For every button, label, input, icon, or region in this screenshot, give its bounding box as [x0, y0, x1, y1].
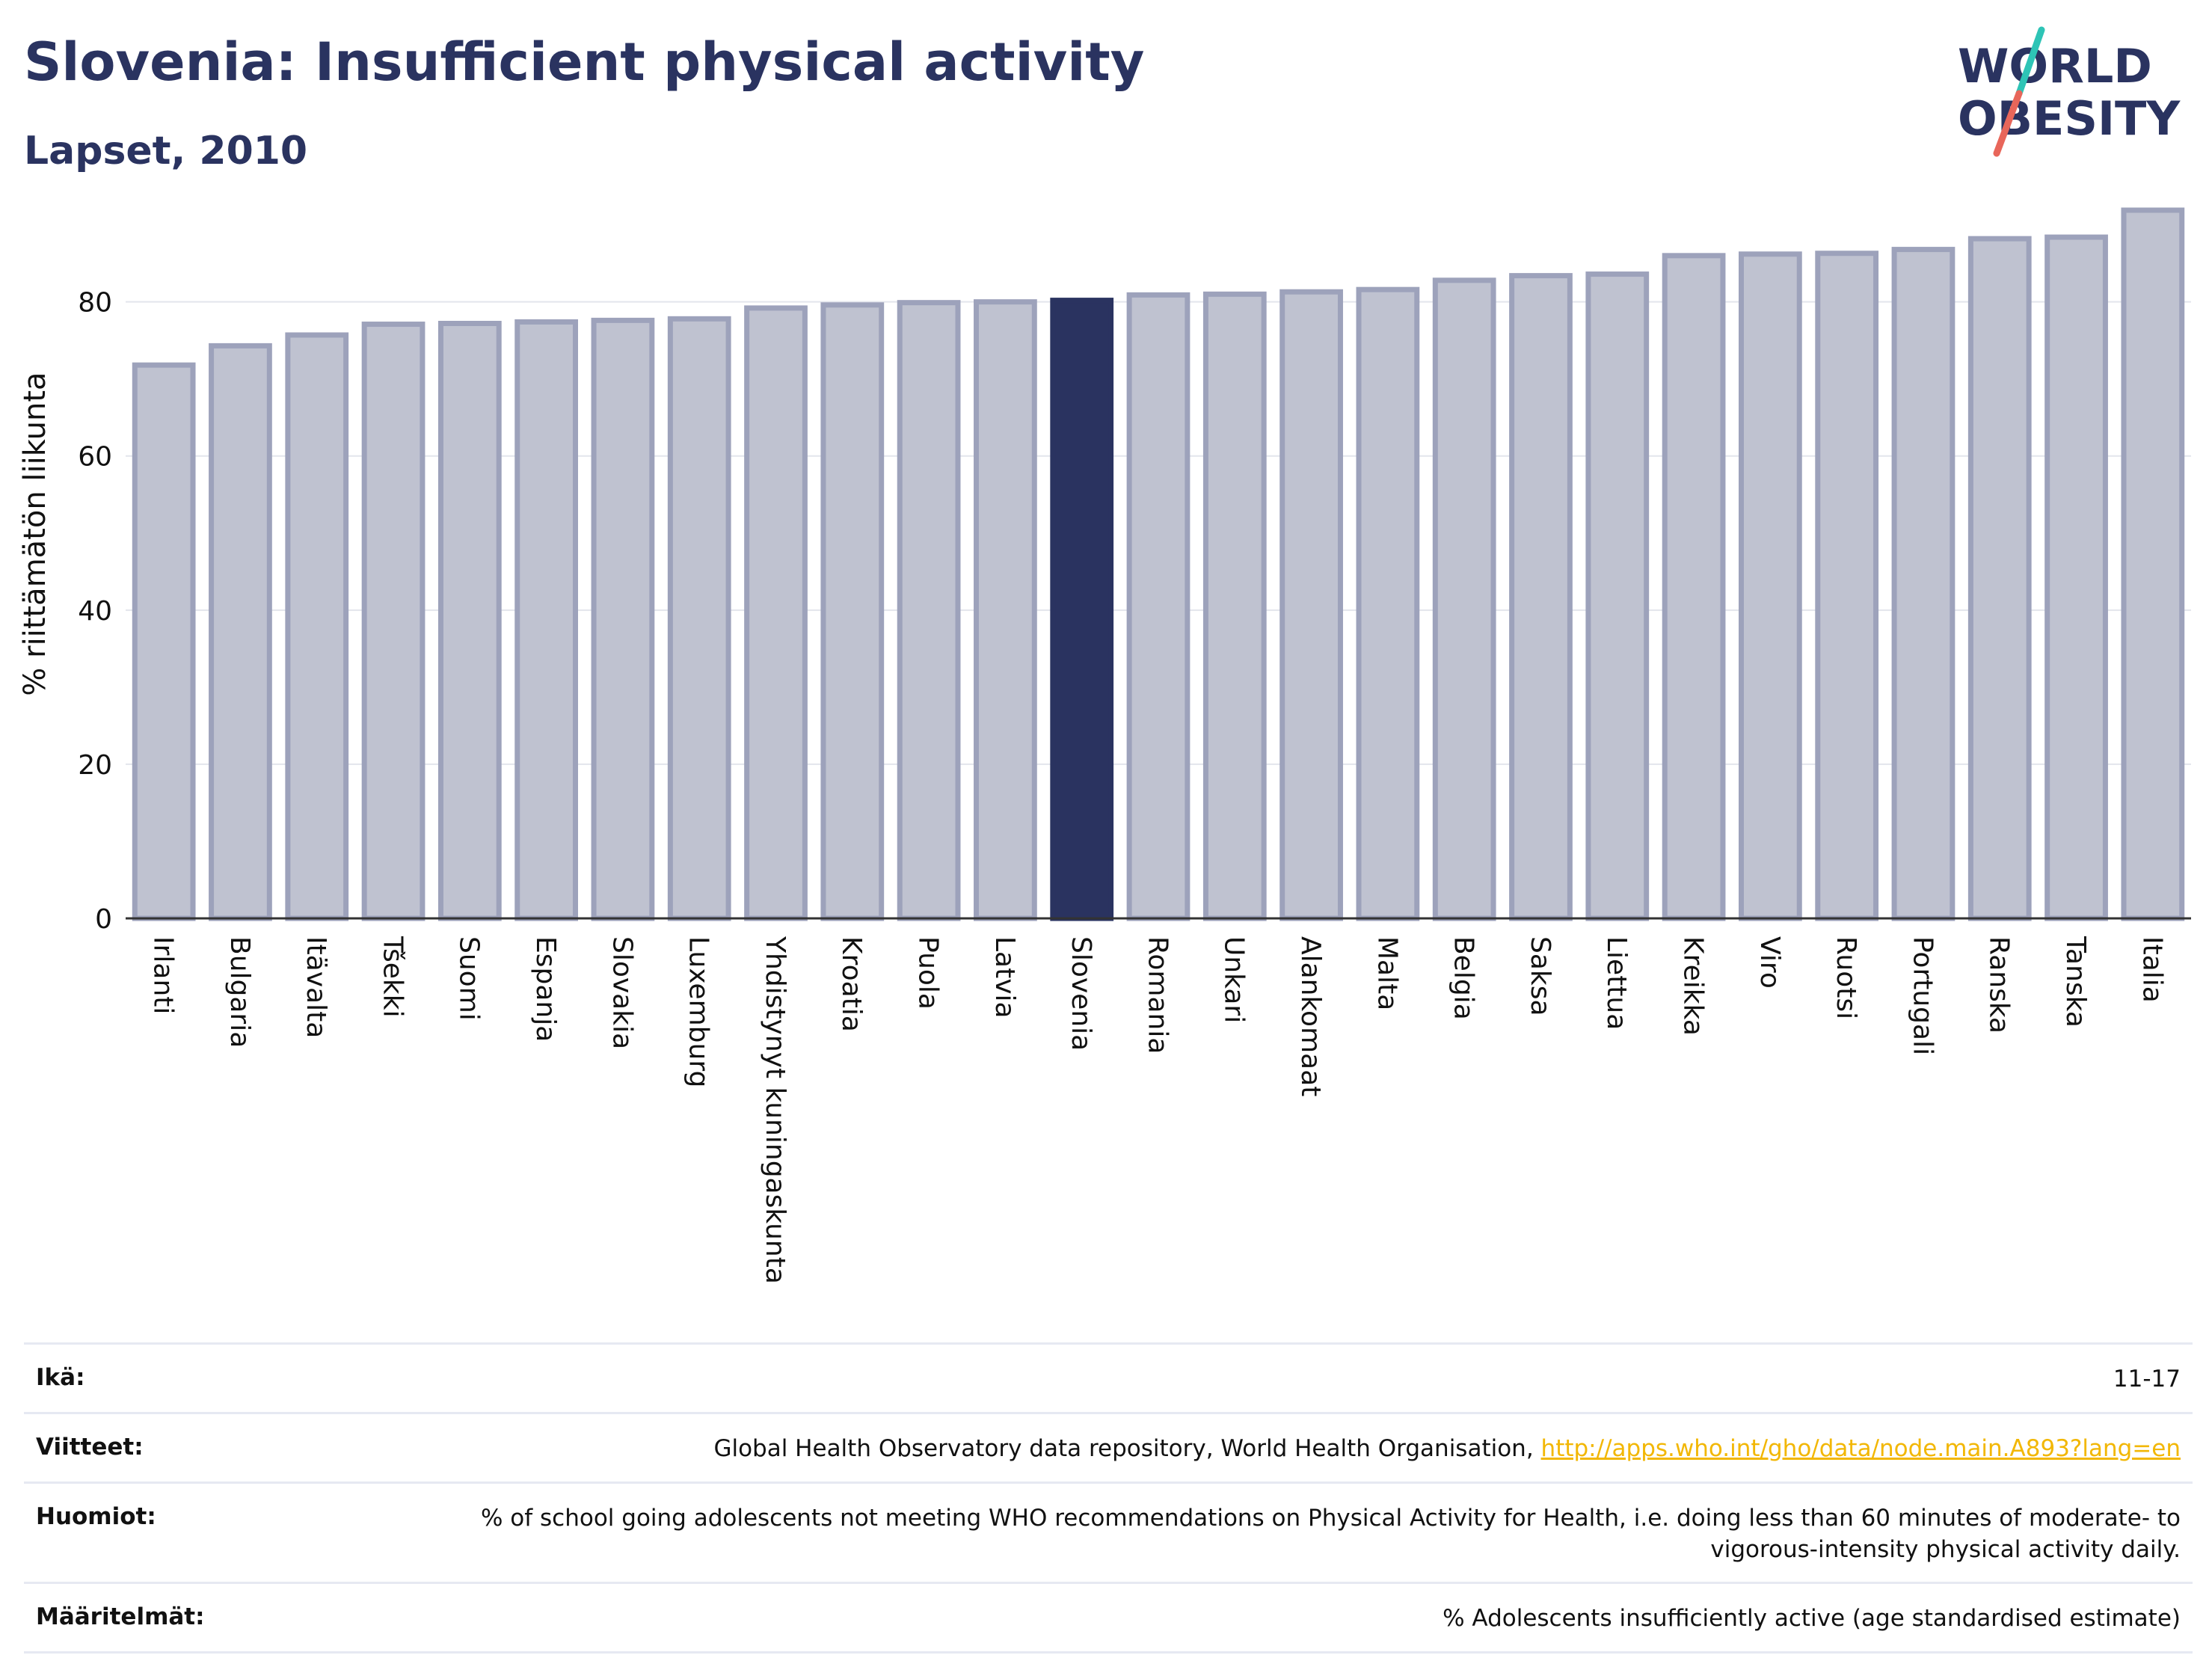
y-tick-label: 20 — [78, 750, 112, 781]
bar — [514, 319, 579, 921]
y-axis-label: % riittämätön liikunta — [18, 372, 52, 696]
info-label: Huomiot: — [36, 1502, 156, 1530]
x-tick-label: Alankomaat — [1295, 936, 1326, 1096]
bar — [1432, 277, 1496, 921]
info-table: Ikä: 11-17 Viitteet: Global Health Obser… — [24, 1342, 2193, 1654]
x-tick-label: Belgia — [1448, 936, 1479, 1020]
x-tick-label: Suomi — [454, 936, 485, 1021]
x-tick-label: Kroatia — [836, 936, 867, 1032]
info-label: Määritelmät: — [36, 1603, 205, 1631]
x-tick-label: Ranska — [1984, 936, 2015, 1034]
bar — [437, 321, 502, 921]
info-value: Global Health Observatory data repositor… — [713, 1434, 2181, 1465]
bar — [285, 332, 349, 921]
bar — [1891, 247, 1956, 921]
page-title: Slovenia: Insufficient physical activity — [24, 31, 1145, 93]
x-tick-label: Yhdistynyt kuningaskunta — [760, 936, 790, 1284]
x-tick-label: Slovakia — [606, 936, 637, 1049]
bar — [2044, 234, 2108, 921]
x-tick-label: Malta — [1371, 936, 1402, 1010]
bar — [1509, 273, 1573, 921]
x-tick-label: Ruotsi — [1831, 936, 1861, 1019]
x-tick-label: Irlanti — [148, 936, 179, 1014]
x-tick-label: Espanja — [530, 936, 561, 1042]
bar — [667, 316, 731, 921]
info-value: % of school going adolescents not meetin… — [480, 1504, 2181, 1563]
world-obesity-logo: WORLD OBESITY — [1958, 26, 2181, 157]
bar — [1815, 251, 1879, 921]
x-tick-label: Italia — [2136, 936, 2167, 1003]
bar — [2121, 207, 2185, 921]
x-tick-label: Kreikka — [1677, 936, 1708, 1036]
bar — [1738, 251, 1802, 921]
x-tick-label: Tanska — [2060, 936, 2091, 1028]
info-value: 11-17 — [2113, 1366, 2181, 1393]
bar-highlighted — [1050, 298, 1114, 921]
info-row-age: Ikä: 11-17 — [24, 1342, 2193, 1412]
bar — [591, 317, 655, 921]
logo-text-obesity: OBESITY — [1958, 91, 2181, 146]
bar — [361, 322, 425, 921]
x-tick-label: Viro — [1754, 936, 1785, 989]
x-tick-label: Romania — [1142, 936, 1173, 1054]
info-label: Ikä: — [36, 1364, 85, 1391]
bar — [1126, 292, 1191, 921]
info-value: % Adolescents insufficiently active (age… — [1443, 1605, 2181, 1633]
x-tick-label: Liettua — [1601, 936, 1632, 1030]
bar — [1356, 286, 1420, 921]
x-tick-label: Tšekki — [377, 936, 408, 1018]
y-tick-label: 80 — [78, 288, 112, 319]
y-axis-ticks: 0 20 40 60 80 — [78, 288, 112, 935]
x-tick-label: Itävalta — [301, 936, 331, 1038]
x-tick-label: Bulgaria — [224, 936, 255, 1048]
x-tick-label: Portugali — [1907, 936, 1938, 1055]
info-row-references: Viitteet: Global Health Observatory data… — [24, 1411, 2193, 1481]
x-tick-label: Slovenia — [1066, 936, 1096, 1051]
x-tick-label: Luxemburg — [683, 936, 714, 1087]
bars — [132, 207, 2185, 921]
bar — [132, 362, 196, 921]
x-axis-ticks: Irlanti Bulgaria Itävalta Tšekki Suomi Espanj… — [148, 936, 2168, 1284]
bar — [820, 302, 885, 921]
y-tick-label: 60 — [78, 442, 112, 473]
info-row-notes: Huomiot: % of school going adolescents n… — [24, 1481, 2193, 1582]
x-tick-label: Latvia — [989, 936, 1020, 1019]
logo-text-world: WORLD — [1958, 39, 2152, 93]
bar — [209, 343, 272, 921]
reference-link[interactable]: http://apps.who.int/gho/data/node.main.A… — [1540, 1434, 2181, 1462]
logo-slash-bottom — [1993, 90, 2023, 157]
bar — [1202, 291, 1267, 921]
bar — [1662, 253, 1726, 921]
bar — [974, 299, 1037, 921]
bar — [1585, 271, 1650, 921]
bar — [744, 305, 808, 921]
page-subtitle: Lapset, 2010 — [24, 129, 308, 174]
y-tick-label: 0 — [95, 904, 112, 935]
bar — [1279, 289, 1343, 921]
reference-text: Global Health Observatory data repositor… — [713, 1434, 1541, 1462]
logo-slash-top — [2015, 26, 2045, 97]
bar-chart: 0 20 40 60 80 Irlanti Bulgaria Itävalta Tšekki S… — [18, 207, 2191, 1284]
x-tick-label: Unkari — [1219, 936, 1250, 1023]
bar — [897, 300, 961, 921]
info-row-definitions: Määritelmät: % Adolescents insufficientl… — [24, 1582, 2193, 1654]
info-label: Viitteet: — [36, 1433, 144, 1461]
x-tick-label: Puola — [913, 936, 944, 1010]
x-tick-label: Saksa — [1525, 936, 1555, 1016]
y-tick-label: 40 — [78, 596, 112, 627]
bar — [1967, 236, 2032, 921]
